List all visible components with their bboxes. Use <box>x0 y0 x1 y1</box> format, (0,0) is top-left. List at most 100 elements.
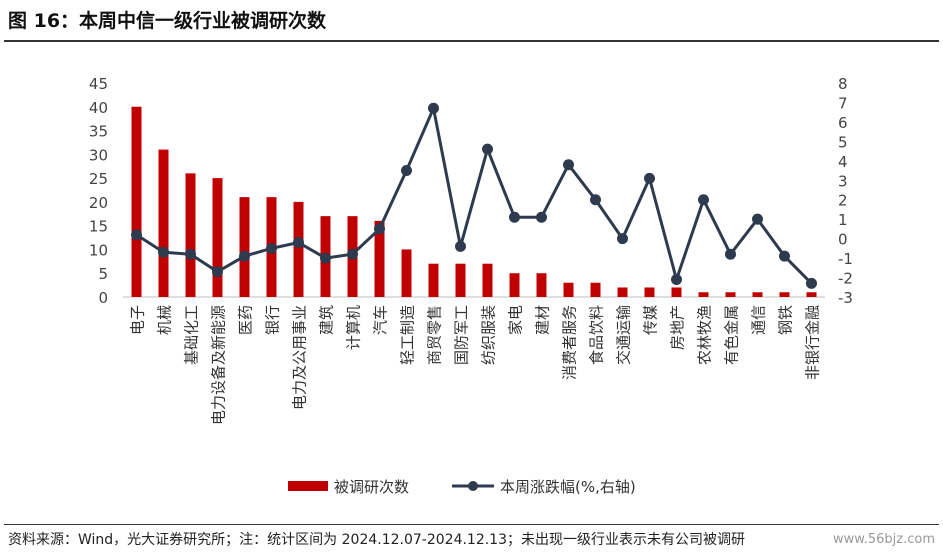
line-point <box>644 172 655 184</box>
bar <box>455 263 466 297</box>
right-tick-label: 2 <box>838 192 848 210</box>
bar <box>374 220 385 297</box>
line-point <box>806 277 817 289</box>
line-series <box>131 102 817 289</box>
line-point <box>239 250 250 262</box>
category-label: 汽车 <box>372 305 390 335</box>
category-label: 食品饮料 <box>588 305 606 365</box>
line-point <box>725 248 736 260</box>
line-point <box>293 237 304 249</box>
bar <box>212 178 223 297</box>
bar <box>158 149 169 297</box>
line-point <box>563 159 574 171</box>
bar <box>239 197 250 297</box>
left-tick-label: 10 <box>89 241 108 259</box>
line-point <box>698 194 709 206</box>
right-tick-label: -3 <box>838 289 853 307</box>
right-tick-label: 4 <box>838 153 848 171</box>
left-tick-label: 15 <box>89 218 108 236</box>
bar <box>617 287 628 297</box>
bar <box>293 201 304 297</box>
line-path <box>135 106 813 285</box>
category-label: 建材 <box>534 305 552 335</box>
bar <box>401 249 412 297</box>
line-point <box>185 248 196 260</box>
legend-bar-label: 被调研次数 <box>334 478 409 496</box>
left-tick-label: 0 <box>98 289 108 307</box>
category-label: 轻工制造 <box>399 305 417 365</box>
line-point <box>752 213 763 225</box>
right-tick-label: -2 <box>838 270 853 288</box>
bar <box>536 273 547 297</box>
line-point <box>455 240 466 252</box>
line-point <box>617 233 628 245</box>
category-label: 电力设备及新能源 <box>210 305 228 425</box>
bar <box>131 106 142 298</box>
bar <box>698 292 709 297</box>
category-label: 商贸零售 <box>426 305 444 365</box>
line-point <box>320 252 331 264</box>
bar <box>752 292 763 297</box>
bar <box>482 263 493 297</box>
bar <box>725 292 736 297</box>
legend-line-marker <box>468 481 478 491</box>
legend-line-label: 本周涨跌幅(%,右轴) <box>500 478 636 496</box>
right-tick-label: 5 <box>838 133 848 151</box>
category-label: 交通运输 <box>615 305 633 365</box>
line-point <box>779 250 790 262</box>
line-point <box>212 266 223 278</box>
chart: 051015202530354045 -3-2-1012345678 电子 机械基… <box>89 75 853 496</box>
line-point <box>347 248 358 260</box>
bar <box>509 273 520 297</box>
category-label: 建筑 <box>318 305 336 335</box>
category-label: 机械 <box>156 305 174 335</box>
left-tick-label: 45 <box>89 75 108 93</box>
right-tick-label: 8 <box>838 75 848 93</box>
bar <box>590 282 601 297</box>
bar-series <box>131 106 817 298</box>
category-label: 电子 <box>129 305 147 335</box>
left-tick-label: 40 <box>89 99 108 117</box>
category-label: 传媒 <box>642 305 660 335</box>
category-label: 计算机 <box>345 305 363 350</box>
left-tick-label: 35 <box>89 123 108 141</box>
left-y-axis: 0 5 10 15 20 25 30 35 40 45 <box>89 75 108 307</box>
line-point <box>482 143 493 155</box>
bar <box>428 263 439 297</box>
category-label: 有色金属 <box>723 305 741 365</box>
line-point <box>428 102 439 114</box>
legend-bar-swatch <box>288 481 328 491</box>
right-tick-label: -1 <box>838 250 853 268</box>
title-divider <box>4 40 939 42</box>
category-label: 非银行金融 <box>804 305 822 380</box>
figure-title: 图 16：本周中信一级行业被调研次数 <box>8 10 327 32</box>
category-label: 银行 <box>264 305 282 335</box>
source-note: 资料来源：Wind，光大证券研究所；注：统计区间为 2024.12.07-202… <box>8 532 746 548</box>
category-label: 医药 <box>237 305 255 335</box>
line-point <box>536 211 547 223</box>
category-label: 国防军工 <box>453 305 471 365</box>
category-label: 农林牧渔 <box>696 305 714 365</box>
right-tick-label: 1 <box>838 211 848 229</box>
source-divider <box>4 524 939 525</box>
left-tick-label: 30 <box>89 146 108 164</box>
bar <box>779 292 790 297</box>
category-label: 纺织服装 <box>480 305 498 365</box>
category-label: 家电 <box>507 305 525 335</box>
line-point <box>509 211 520 223</box>
left-tick-label: 20 <box>89 194 108 212</box>
bar <box>563 282 574 297</box>
line-point <box>266 242 277 254</box>
bar <box>671 287 682 297</box>
category-label: 钢铁 <box>777 305 795 335</box>
category-label: 房地产 <box>669 305 687 350</box>
x-axis-labels: 电子 机械 基础化工 电力设备及新能源 医药 银行 电力及公用事业 建筑 计算机 汽车 轻工制造 商贸… <box>129 305 822 425</box>
category-label: 电力及公用事业 <box>291 305 309 410</box>
right-tick-label: 7 <box>838 94 848 112</box>
left-tick-label: 25 <box>89 170 108 188</box>
category-label: 消费者服务 <box>561 305 579 380</box>
line-point <box>374 223 385 235</box>
line-point <box>158 246 169 258</box>
line-point <box>131 229 142 241</box>
line-point <box>671 273 682 285</box>
